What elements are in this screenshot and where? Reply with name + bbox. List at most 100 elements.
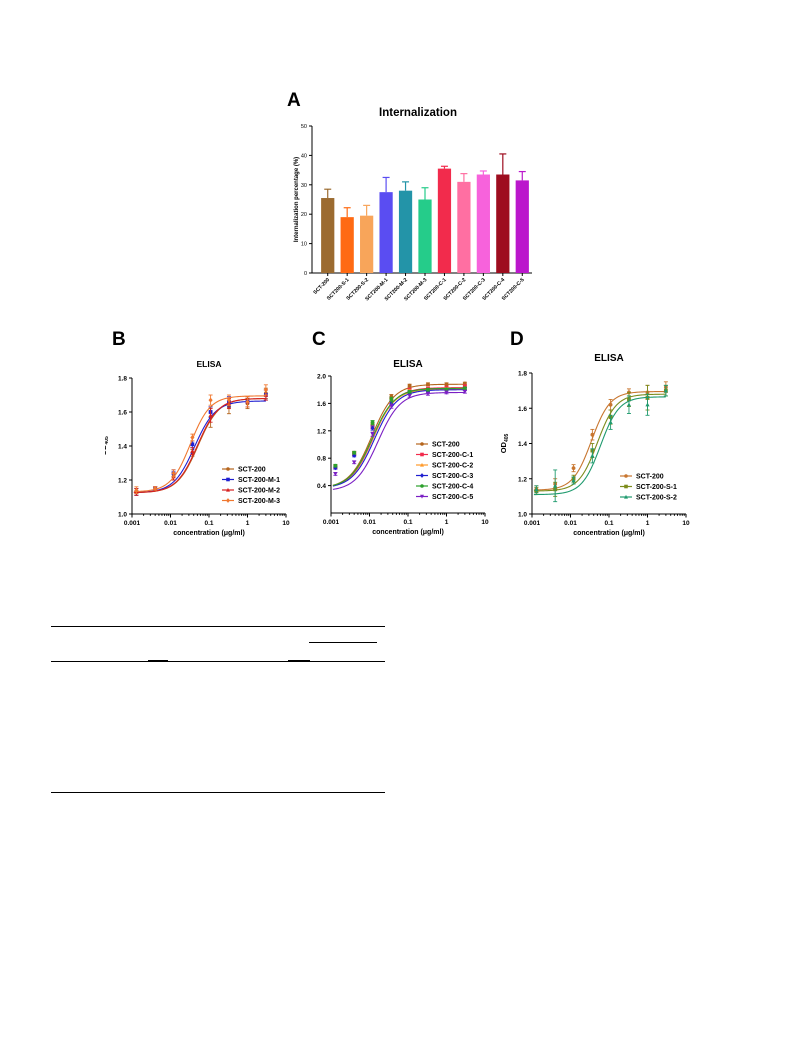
data-point	[426, 382, 430, 387]
legend-label: SCT-200	[636, 474, 664, 481]
fit-curve	[332, 391, 465, 490]
x-tick-label: 0.01	[164, 520, 177, 527]
chart-title: Internalization	[379, 107, 457, 119]
data-point	[389, 397, 394, 402]
series	[332, 386, 467, 487]
data-point	[153, 486, 158, 491]
series	[332, 386, 467, 487]
y-axis-label-subscript: 405	[504, 433, 510, 442]
legend-label: SCT-200-C-4	[432, 484, 473, 491]
data-point	[444, 390, 449, 395]
y-axis-label-main: OD	[500, 441, 508, 453]
x-tick-label: 0.001	[524, 520, 541, 527]
legend-label: SCT-200-C-5	[432, 494, 473, 501]
chart-title: ELISA	[196, 359, 221, 369]
data-point	[190, 448, 195, 453]
table-column-stub	[148, 660, 168, 661]
y-tick-label: 1.6	[518, 406, 527, 413]
y-tick-label: 0	[304, 271, 307, 277]
legend-label: SCT-200-S-2	[636, 495, 677, 502]
data-point	[553, 483, 558, 488]
data-point	[608, 402, 613, 407]
y-tick-label: 1.2	[118, 478, 127, 485]
bar	[515, 180, 529, 273]
table-bottom-rule	[51, 792, 385, 793]
data-point	[420, 473, 424, 478]
chart-title: ELISA	[594, 353, 623, 364]
data-point	[407, 393, 412, 399]
data-point	[624, 474, 628, 478]
data-point	[208, 413, 213, 418]
data-point	[624, 484, 628, 489]
y-axis-label-subscript: 405	[105, 436, 110, 445]
y-tick-label: 2.0	[317, 374, 326, 381]
bar	[321, 198, 335, 273]
fit-curve	[332, 387, 465, 487]
y-axis-label: Internalization percentage (%)	[294, 157, 300, 242]
y-axis-label: OD405	[105, 436, 110, 456]
table-group-rule	[309, 642, 377, 643]
data-point	[208, 397, 213, 403]
bar	[457, 181, 471, 273]
data-point	[534, 487, 539, 492]
y-tick-label: 1.4	[518, 441, 527, 448]
data-point	[624, 494, 628, 499]
y-axis-label: OD405	[500, 433, 510, 453]
data-point	[425, 391, 431, 397]
panel-d: D ELISA 1.0 1.2 1.4 1.6 1.8 0.001 0.01 0.1 1 10 con…	[499, 325, 700, 540]
y-tick-label: 1.6	[118, 410, 127, 417]
table-column-stub	[288, 660, 310, 661]
data-point	[226, 487, 230, 492]
y-tick-label: 30	[301, 183, 307, 189]
data-point	[645, 402, 650, 407]
legend-label: SCT-200	[238, 467, 266, 474]
data-point	[370, 420, 375, 425]
x-tick-label: 10	[682, 520, 690, 527]
data-point	[608, 420, 613, 425]
data-point	[226, 477, 230, 482]
fit-curve	[133, 397, 266, 494]
bar	[379, 192, 393, 273]
legend-label: SCT-200-M-3	[238, 498, 280, 505]
panel-b: B ELISA 1.0 1.2 1.4 1.6 1.8 0.001 0.01 0.1 1 10 con…	[99, 325, 305, 540]
data-point	[333, 463, 338, 468]
y-tick-label: 0.4	[317, 483, 326, 490]
series	[332, 386, 467, 487]
data-point	[420, 484, 424, 488]
data-point	[370, 432, 375, 437]
series	[332, 389, 467, 490]
bar	[496, 174, 510, 273]
fit-curve	[332, 387, 465, 487]
legend-label: SCT-200-C-3	[432, 473, 473, 480]
data-point	[571, 478, 576, 483]
data-point	[590, 432, 595, 437]
data-point	[571, 466, 576, 471]
y-tick-label: 1.2	[518, 476, 527, 483]
y-tick-label: 10	[301, 242, 307, 248]
x-axis-label: concentration (μg/ml)	[372, 529, 444, 536]
table-top-rule	[51, 626, 385, 627]
x-tick-label: 10	[282, 520, 290, 527]
y-tick-label: 1.2	[317, 428, 326, 435]
x-tick-label: 1	[445, 519, 449, 526]
legend-label: SCT-200	[432, 442, 460, 449]
chart-title: ELISA	[393, 359, 422, 370]
data-point	[462, 386, 467, 391]
x-tick-label: 0.001	[323, 519, 340, 526]
data-point	[407, 383, 412, 388]
x-tick-label: 0.1	[204, 520, 213, 527]
data-point	[389, 404, 394, 409]
data-point	[370, 425, 375, 431]
y-axis-label-main: OD	[105, 444, 108, 456]
data-point	[190, 435, 195, 440]
y-tick-label: 1.4	[118, 444, 127, 451]
category-label: SCT-200	[312, 277, 331, 296]
x-tick-label: 0.1	[604, 520, 613, 527]
y-tick-label: 1.0	[518, 512, 527, 519]
data-point	[462, 389, 467, 395]
x-tick-label: 0.01	[363, 519, 376, 526]
x-axis-label: concentration (μg/ml)	[573, 530, 645, 537]
data-point	[333, 472, 338, 477]
data-point	[663, 388, 668, 393]
bar	[418, 199, 432, 273]
